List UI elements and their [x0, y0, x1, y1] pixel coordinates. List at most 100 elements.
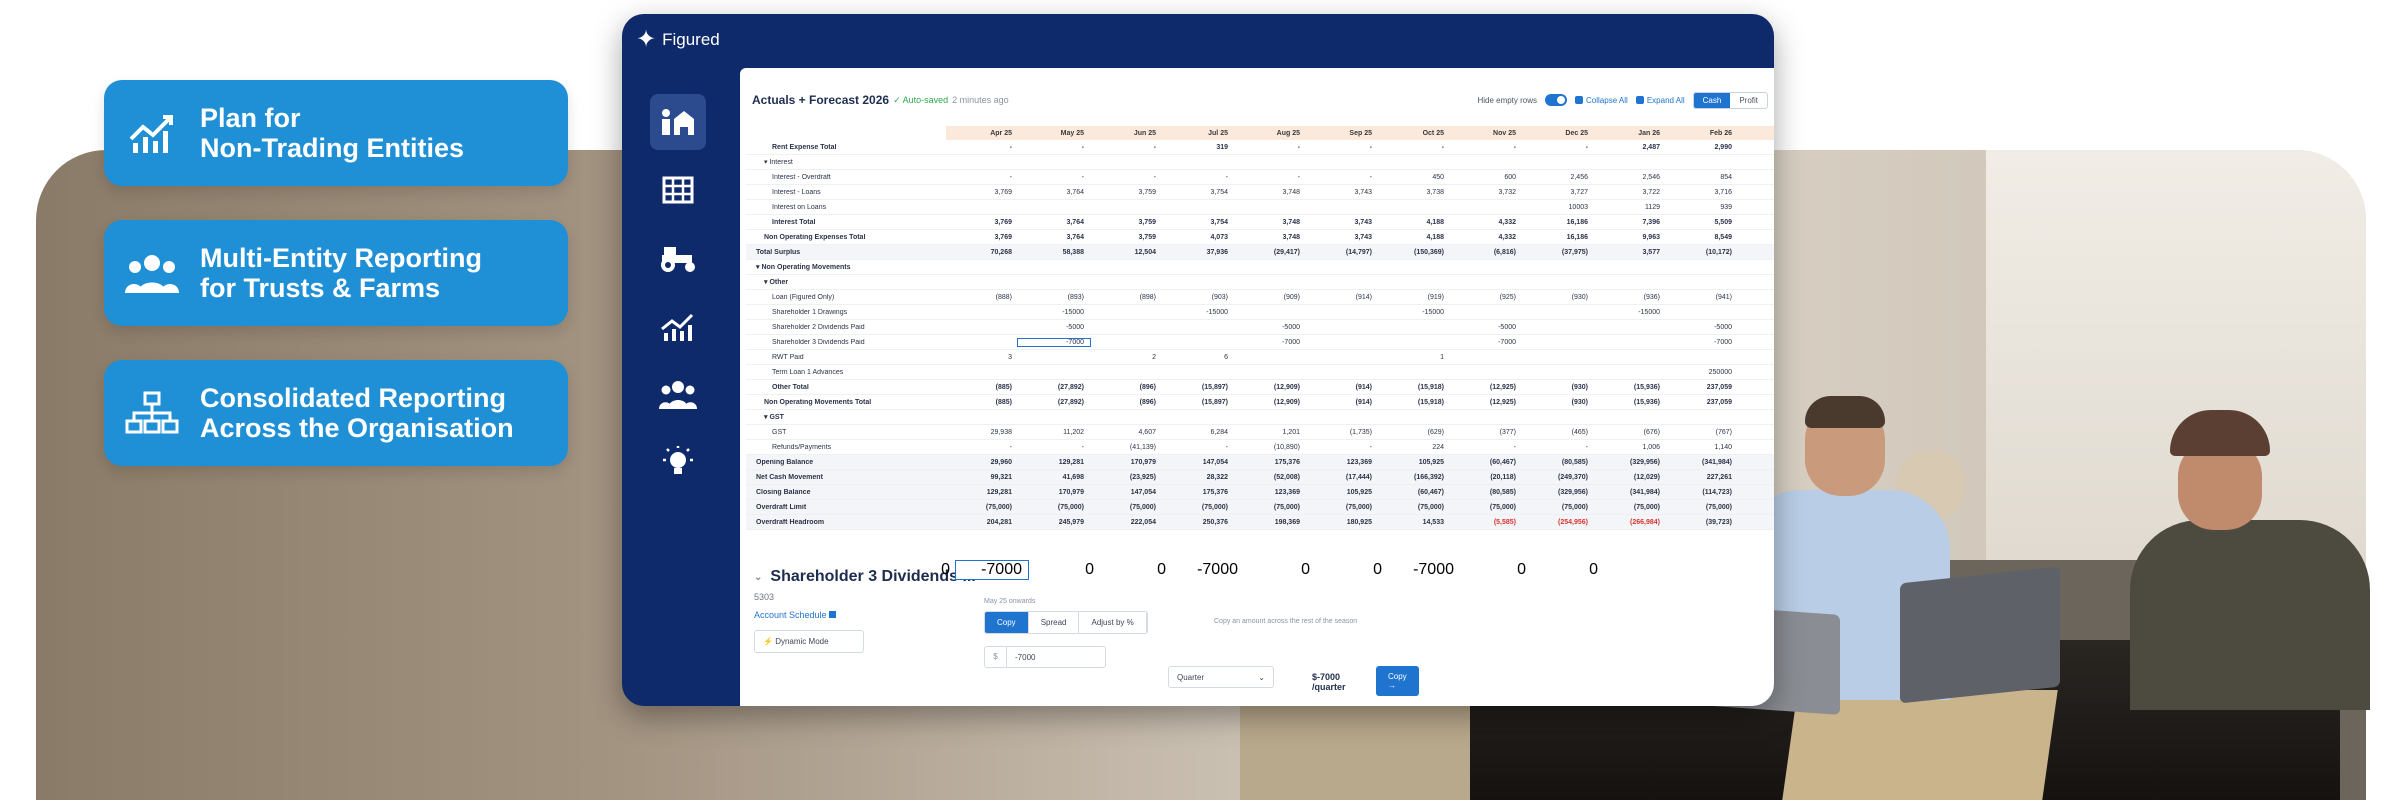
- table-cell[interactable]: 3: [1008, 353, 1012, 361]
- table-cell[interactable]: 450: [1432, 173, 1444, 181]
- table-cell[interactable]: (75,000): [1489, 503, 1516, 511]
- table-cell[interactable]: -7000: [1498, 338, 1516, 346]
- table-cell[interactable]: 1,006: [1642, 443, 1660, 451]
- table-cell[interactable]: (12,909): [1273, 383, 1300, 391]
- table-cell[interactable]: -: [1297, 173, 1300, 181]
- table-cell[interactable]: (898): [1139, 293, 1156, 301]
- table-cell[interactable]: (925): [1499, 293, 1516, 301]
- table-cell[interactable]: 123,369: [1274, 488, 1300, 496]
- table-cell[interactable]: 175,376: [1202, 488, 1228, 496]
- table-cell[interactable]: (12,029): [1633, 473, 1660, 481]
- table-cell[interactable]: (930): [1571, 293, 1588, 301]
- table-cell[interactable]: (75,000): [1129, 503, 1156, 511]
- table-cell[interactable]: (896): [1139, 383, 1156, 391]
- collapse-all-button[interactable]: Collapse All: [1575, 96, 1628, 105]
- table-cell[interactable]: 99,321: [990, 473, 1012, 481]
- table-cell[interactable]: -: [1081, 173, 1084, 181]
- profit-button[interactable]: Profit: [1739, 95, 1758, 105]
- table-cell[interactable]: 16,186: [1566, 233, 1588, 241]
- table-cell[interactable]: 1: [1440, 353, 1444, 361]
- table-cell[interactable]: 4,188: [1426, 233, 1444, 241]
- table-cell[interactable]: (10,172): [1705, 248, 1732, 256]
- table-cell[interactable]: 3,738: [1426, 188, 1444, 196]
- table-cell[interactable]: -7000: [1714, 338, 1732, 346]
- table-cell[interactable]: 16,186: [1566, 218, 1588, 226]
- table-cell[interactable]: (41,139): [1129, 443, 1156, 451]
- period-select[interactable]: Quarter ⌄: [1168, 666, 1274, 688]
- table-cell[interactable]: -: [1225, 173, 1228, 181]
- hide-empty-toggle[interactable]: [1545, 94, 1568, 106]
- table-cell[interactable]: (885): [995, 398, 1012, 406]
- table-cell[interactable]: 147,054: [1202, 458, 1228, 466]
- table-cell[interactable]: 854: [1720, 173, 1732, 181]
- table-cell[interactable]: 3,754: [1210, 188, 1228, 196]
- table-cell[interactable]: (249,370): [1558, 473, 1588, 481]
- detail-cell[interactable]: -7000: [1197, 560, 1238, 578]
- table-cell[interactable]: -: [1513, 143, 1516, 151]
- table-cell[interactable]: 4,188: [1426, 218, 1444, 226]
- cash-button[interactable]: Cash: [1693, 92, 1731, 108]
- table-cell[interactable]: 600: [1504, 173, 1516, 181]
- table-cell[interactable]: (914): [1355, 383, 1372, 391]
- table-cell[interactable]: 129,281: [1058, 458, 1084, 466]
- table-cell[interactable]: 3,743: [1354, 188, 1372, 196]
- table-cell[interactable]: (5,585): [1493, 518, 1516, 526]
- table-cell[interactable]: (27,892): [1057, 383, 1084, 391]
- table-cell[interactable]: 4,332: [1498, 218, 1516, 226]
- table-cell[interactable]: 170,979: [1058, 488, 1084, 496]
- table-cell[interactable]: (150,369): [1414, 248, 1444, 256]
- table-cell[interactable]: (60,467): [1489, 458, 1516, 466]
- table-cell[interactable]: (909): [1283, 293, 1300, 301]
- copy-apply-button[interactable]: Copy →: [1376, 666, 1419, 696]
- table-cell[interactable]: (903): [1211, 293, 1228, 301]
- table-cell[interactable]: 3,759: [1138, 233, 1156, 241]
- table-cell[interactable]: -5000: [1066, 323, 1084, 331]
- table-cell[interactable]: (15,936): [1633, 398, 1660, 406]
- table-cell[interactable]: 6: [1224, 353, 1228, 361]
- table-cell[interactable]: 3,759: [1138, 188, 1156, 196]
- table-cell[interactable]: 3,577: [1642, 248, 1660, 256]
- adjust-mode-button[interactable]: Adjust by %: [1079, 612, 1147, 633]
- table-cell[interactable]: (75,000): [1201, 503, 1228, 511]
- table-cell[interactable]: 29,938: [990, 428, 1012, 436]
- table-cell[interactable]: (23,925): [1129, 473, 1156, 481]
- detail-cell[interactable]: 0: [1301, 560, 1310, 578]
- table-cell[interactable]: -: [1585, 143, 1588, 151]
- table-cell[interactable]: 3,748: [1282, 188, 1300, 196]
- table-cell[interactable]: (930): [1571, 383, 1588, 391]
- table-cell[interactable]: (39,723): [1705, 518, 1732, 526]
- detail-cell[interactable]: 0: [1373, 560, 1382, 578]
- table-cell[interactable]: (1,735): [1349, 428, 1372, 436]
- table-cell[interactable]: 3,769: [994, 218, 1012, 226]
- table-cell[interactable]: -: [1369, 143, 1372, 151]
- table-cell[interactable]: 2,487: [1642, 143, 1660, 151]
- table-cell[interactable]: (941): [1715, 293, 1732, 301]
- table-cell[interactable]: 41,698: [1062, 473, 1084, 481]
- table-cell[interactable]: (629): [1427, 428, 1444, 436]
- table-cell[interactable]: 123,369: [1346, 458, 1372, 466]
- table-cell[interactable]: (885): [995, 383, 1012, 391]
- table-cell[interactable]: 2: [1152, 353, 1156, 361]
- table-cell[interactable]: 4,073: [1210, 233, 1228, 241]
- table-cell[interactable]: (15,918): [1417, 383, 1444, 391]
- table-cell[interactable]: 37,936: [1206, 248, 1228, 256]
- detail-cell[interactable]: 0: [1589, 560, 1598, 578]
- table-cell[interactable]: 224: [1432, 443, 1444, 451]
- table-cell[interactable]: 5,509: [1714, 218, 1732, 226]
- table-cell[interactable]: 222,054: [1130, 518, 1156, 526]
- table-cell[interactable]: (15,918): [1417, 398, 1444, 406]
- table-cell[interactable]: -: [1081, 443, 1084, 451]
- table-cell[interactable]: -: [1153, 173, 1156, 181]
- detail-cell[interactable]: 0: [941, 560, 950, 578]
- table-cell[interactable]: (80,585): [1561, 458, 1588, 466]
- table-cell[interactable]: -5000: [1714, 323, 1732, 331]
- table-cell[interactable]: -: [1441, 143, 1444, 151]
- table-cell[interactable]: 29,960: [990, 458, 1012, 466]
- table-cell[interactable]: (14,797): [1345, 248, 1372, 256]
- table-cell[interactable]: (767): [1715, 428, 1732, 436]
- table-cell[interactable]: 237,059: [1706, 383, 1732, 391]
- table-cell[interactable]: 7,396: [1642, 218, 1660, 226]
- nav-tractor[interactable]: [650, 230, 706, 286]
- table-cell[interactable]: (29,417): [1273, 248, 1300, 256]
- table-cell[interactable]: -: [1513, 443, 1516, 451]
